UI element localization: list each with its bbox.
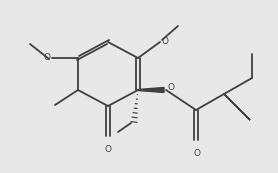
Text: O: O [105,145,111,154]
Text: O: O [193,149,200,158]
Text: O: O [168,84,175,93]
Text: O: O [162,38,169,47]
Text: O: O [43,53,50,62]
Polygon shape [138,88,164,93]
Polygon shape [224,94,250,120]
